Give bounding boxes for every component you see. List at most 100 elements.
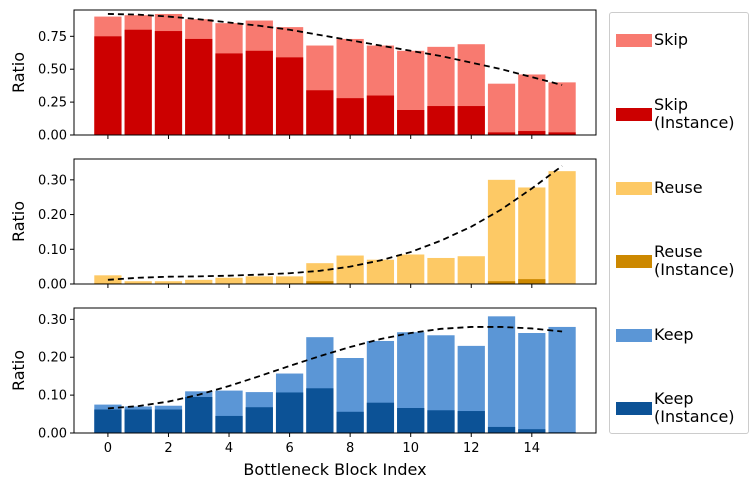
bar-middle-total-11 <box>427 257 455 284</box>
legend-item: Skip <box>616 31 688 49</box>
bar-bottom-instance-5 <box>245 407 273 433</box>
bar-bottom-instance-0 <box>94 409 122 433</box>
bar-bottom-instance-11 <box>427 410 455 433</box>
legend-item: Keep (Instance) <box>616 390 735 426</box>
legend-swatch <box>616 33 652 47</box>
bar-bottom-instance-10 <box>397 408 425 433</box>
axes-frame-middle <box>73 158 597 285</box>
xtick-label: 8 <box>346 441 354 456</box>
trend-line-middle <box>107 165 563 281</box>
bar-middle-total-12 <box>457 256 485 284</box>
bar-middle-instance-14 <box>518 279 546 284</box>
bar-top-instance-13 <box>487 132 516 135</box>
xtick-label: 12 <box>463 441 480 456</box>
xtick-label: 0 <box>104 441 112 456</box>
bar-bottom-instance-2 <box>154 409 183 433</box>
axes-frame-bottom <box>73 307 597 434</box>
ytick-label-bottom: 0.20 <box>38 351 67 366</box>
bar-middle-total-8 <box>336 255 364 284</box>
legend-label: Skip (Instance) <box>654 95 735 132</box>
legend-item: Skip (Instance) <box>616 96 735 132</box>
bar-middle-total-10 <box>397 254 425 284</box>
legend-label: Reuse <box>654 178 703 197</box>
ytick-label-bottom: 0.30 <box>38 313 67 328</box>
bar-top-instance-5 <box>245 50 273 135</box>
legend-label: Skip <box>654 30 689 49</box>
bar-top-instance-9 <box>366 95 395 135</box>
bar-top-instance-2 <box>154 31 183 135</box>
legend-label: Keep (Instance) <box>654 389 735 426</box>
bar-top-total-15 <box>548 82 576 135</box>
bar-middle-total-7 <box>306 263 334 284</box>
bar-bottom-total-14 <box>518 333 546 433</box>
bar-bottom-instance-13 <box>487 426 516 433</box>
legend-swatch <box>616 401 652 415</box>
panel-top: 0.00 0.25 0.50 0.75 Ratio <box>9 9 597 144</box>
legend-item: Reuse <box>616 179 703 197</box>
bar-top-instance-3 <box>185 38 213 136</box>
bar-bottom-total-13 <box>487 316 516 433</box>
x-axis-label: Bottleneck Block Index <box>243 460 426 479</box>
legend-item: Keep <box>616 326 694 344</box>
legend-swatch <box>616 107 652 121</box>
bar-middle-total-2 <box>154 281 183 284</box>
bar-top-total-14 <box>518 74 546 135</box>
legend-swatch <box>616 254 652 268</box>
bar-top-instance-12 <box>457 106 485 135</box>
ytick-label-bottom: 0.00 <box>38 427 67 442</box>
bar-bottom-instance-12 <box>457 411 485 433</box>
bar-top-instance-14 <box>518 131 546 135</box>
bar-top-instance-4 <box>215 53 243 135</box>
bar-middle-total-1 <box>124 281 152 284</box>
legend-label: Keep <box>654 325 694 344</box>
bar-bottom-instance-9 <box>366 402 395 433</box>
bar-middle-total-9 <box>366 259 395 284</box>
trend-line-top <box>107 13 563 86</box>
bar-bottom-instance-8 <box>336 411 364 433</box>
bar-bottom-total-15 <box>548 326 576 433</box>
ytick-label-middle: 0.00 <box>38 278 67 293</box>
bar-bottom-instance-4 <box>215 415 243 433</box>
xtick-label: 2 <box>164 441 172 456</box>
bar-middle-instance-13 <box>487 281 516 284</box>
ytick-label-top: 0.50 <box>38 63 67 78</box>
bar-top-instance-11 <box>427 106 455 135</box>
legend-swatch <box>616 328 652 342</box>
panel-middle: 0.00 0.10 0.20 0.30 Ratio <box>9 158 597 293</box>
ytick-label-bottom: 0.10 <box>38 389 67 404</box>
xtick-label: 14 <box>524 441 541 456</box>
bar-top-instance-1 <box>124 29 152 136</box>
bar-bottom-instance-1 <box>124 409 152 433</box>
bar-middle-total-3 <box>185 279 213 284</box>
bar-middle-total-5 <box>245 276 273 284</box>
axes-frame-top <box>73 9 597 136</box>
bar-middle-total-4 <box>215 277 243 284</box>
bar-top-instance-0 <box>94 36 122 135</box>
bar-middle-total-15 <box>548 171 576 284</box>
legend-item: Reuse (Instance) <box>616 243 735 279</box>
legend-swatch <box>616 181 652 195</box>
xtick-label: 4 <box>225 441 233 456</box>
xtick-label: 6 <box>285 441 293 456</box>
ytick-label-top: 0.75 <box>38 30 67 45</box>
trend-line-bottom <box>107 326 563 410</box>
bar-bottom-instance-3 <box>185 397 213 433</box>
bar-top-instance-8 <box>336 98 364 135</box>
bar-top-instance-10 <box>397 110 425 135</box>
ytick-label-middle: 0.10 <box>38 243 67 258</box>
xtick-label: 10 <box>402 441 419 456</box>
y-axis-label-middle: Ratio <box>9 201 28 242</box>
bar-middle-total-14 <box>518 187 546 284</box>
y-axis-label-top: Ratio <box>9 52 28 93</box>
bar-top-instance-15 <box>548 132 576 135</box>
ytick-label-top: 0.00 <box>38 129 67 144</box>
bar-top-instance-7 <box>306 90 334 135</box>
y-axis-label-bottom: Ratio <box>9 350 28 391</box>
legend-label: Reuse (Instance) <box>654 242 735 279</box>
bar-top-total-13 <box>487 83 516 135</box>
panel-bottom: 0.00 0.10 0.20 0.30 0 2 4 6 8 10 12 14 Ratio Bottlene… <box>9 307 597 479</box>
legend: Skip Skip (Instance) Reuse Reuse (Instance)… <box>609 12 749 434</box>
bar-middle-total-6 <box>275 276 304 284</box>
bar-bottom-instance-7 <box>306 388 334 433</box>
